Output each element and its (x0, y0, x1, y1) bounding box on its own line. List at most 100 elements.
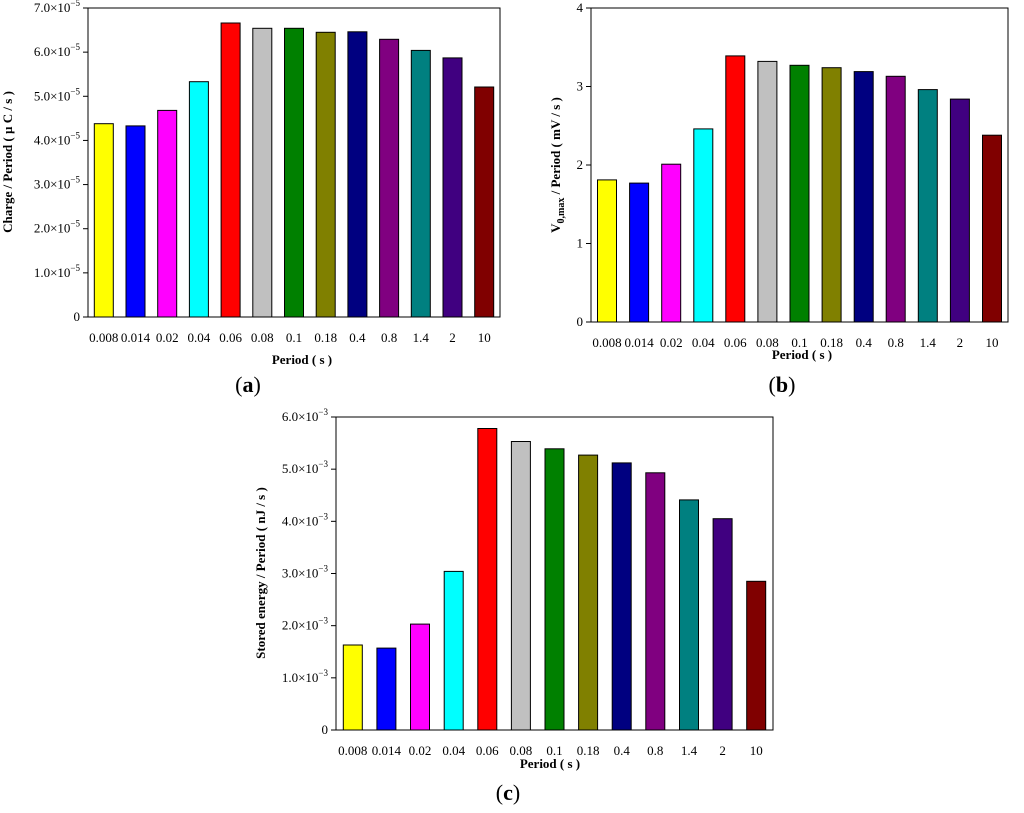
bar-0.02 (157, 109, 178, 318)
bar-0.06 (477, 428, 498, 731)
bar-0.1 (284, 27, 304, 318)
x-tick-label: 1.4 (681, 743, 698, 758)
x-tick-label: 0.08 (510, 743, 533, 758)
x-axis-label: Period ( s ) (772, 347, 832, 362)
x-tick-label: 0.8 (888, 335, 904, 350)
x-tick-label: 10 (478, 330, 491, 345)
bar-0.014 (125, 125, 146, 318)
bar-0.08 (252, 27, 273, 318)
x-tick-label: 0.04 (188, 330, 211, 345)
x-tick-label: 0.1 (791, 335, 807, 350)
bar-0.06 (220, 22, 241, 318)
x-tick-label: 0.02 (409, 743, 432, 758)
bar-2 (442, 57, 463, 318)
bar-0.18 (578, 454, 599, 731)
bar-10 (474, 86, 495, 318)
y-tick-label: 4.0×10−5 (34, 130, 81, 147)
bar-0.014 (376, 647, 397, 731)
bar-0.4 (347, 31, 368, 318)
x-tick-label: 1.4 (920, 335, 937, 350)
y-tick-label: 0 (577, 314, 584, 329)
bar-0.4 (853, 71, 874, 323)
x-tick-label: 0.08 (756, 335, 779, 350)
x-tick-label: 0.008 (89, 330, 118, 345)
x-tick-label: 0.06 (724, 335, 747, 350)
bar-0.08 (510, 441, 531, 731)
chart-panel-c: 0.008 0.014 0.02 0.04 0.06 0.08 0.1 0.18 0.4 0.8 1… (253, 407, 774, 805)
x-tick-label: 10 (986, 335, 999, 350)
x-tick-label: 0.8 (647, 743, 663, 758)
x-tick-label: 0.1 (286, 330, 302, 345)
x-tick-label: 0.18 (820, 335, 843, 350)
y-tick-label: 5.0×10−5 (34, 86, 81, 103)
bar-10 (746, 580, 767, 731)
y-axis-label: Stored energy / Period ( nJ / s ) (253, 487, 268, 659)
bar-0.02 (410, 623, 430, 731)
x-tick-label: 0.014 (121, 330, 151, 345)
x-axis-label: Period ( s ) (520, 756, 580, 771)
bar-10 (982, 134, 1002, 323)
y-tick-label: 7.0×10−5 (34, 0, 81, 15)
bar-0.04 (443, 570, 464, 731)
y-tick-label: 4 (577, 0, 584, 15)
x-tick-label: 10 (750, 743, 763, 758)
bar-0.8 (379, 38, 400, 318)
x-tick-label: 0.04 (692, 335, 715, 350)
bar-0.8 (645, 472, 666, 731)
y-tick-label: 1.0×10−3 (282, 668, 329, 685)
bar-0.4 (611, 462, 632, 731)
bar-0.008 (342, 644, 363, 731)
y-tick-label: 2.0×10−5 (34, 219, 81, 236)
panel-label-c: (c) (496, 780, 520, 805)
bar-1.4 (917, 89, 938, 323)
y-tick-label: 3.0×10−5 (34, 175, 81, 192)
x-tick-label: 2 (957, 335, 964, 350)
x-tick-label: 1.4 (413, 330, 430, 345)
bar-1.4 (410, 49, 431, 318)
x-tick-label: 0.18 (577, 743, 600, 758)
x-tick-label: 2 (449, 330, 456, 345)
x-tick-label: 0.4 (856, 335, 873, 350)
bar-0.8 (885, 75, 906, 323)
bar-0.008 (93, 123, 114, 318)
x-tick-label: 0.02 (660, 335, 683, 350)
x-tick-label: 0.18 (314, 330, 337, 345)
x-tick-label: 0.06 (476, 743, 499, 758)
x-tick-label: 0.008 (338, 743, 367, 758)
y-tick-label: 3.0×10−3 (282, 564, 329, 581)
bar-0.08 (757, 60, 778, 323)
x-tick-label: 0.4 (349, 330, 366, 345)
x-tick-label: 0.014 (624, 335, 654, 350)
y-tick-label: 3 (577, 79, 584, 94)
x-tick-label: 2 (719, 743, 726, 758)
x-tick-label: 0.02 (156, 330, 179, 345)
bar-0.02 (661, 163, 682, 323)
x-tick-label: 0.1 (546, 743, 562, 758)
y-tick-label: 5.0×10−3 (282, 459, 329, 476)
y-tick-label: 6.0×10−5 (34, 42, 81, 59)
bar-0.1 (789, 64, 810, 323)
x-axis-label: Period ( s ) (272, 352, 332, 367)
bar-0.06 (725, 55, 746, 323)
bar-2 (949, 98, 970, 323)
x-tick-label: 0.04 (442, 743, 465, 758)
y-tick-label: 1.0×10−5 (34, 263, 81, 280)
x-tick-label: 0.06 (219, 330, 242, 345)
y-tick-label: 0 (74, 309, 81, 324)
x-tick-label: 0.4 (614, 743, 631, 758)
x-tick-label: 0.014 (372, 743, 402, 758)
bar-0.008 (597, 179, 617, 323)
y-axis-label: Charge / Period ( µ C / s ) (0, 91, 15, 233)
bar-1.4 (679, 499, 699, 731)
y-tick-label: 6.0×10−3 (282, 407, 329, 424)
bar-2 (712, 518, 733, 731)
y-axis-label: V0,max / Period ( mV / s ) (548, 97, 567, 233)
bar-0.04 (693, 128, 714, 323)
x-tick-label: 0.08 (251, 330, 274, 345)
x-tick-label: 0.008 (592, 335, 621, 350)
y-tick-label: 4.0×10−3 (282, 511, 329, 528)
chart-panel-b: 0.008 0.014 0.02 0.04 0.06 0.08 0.1 0.18 0.4 0.8 1… (548, 0, 1009, 397)
bar-0.04 (188, 81, 209, 318)
bar-0.18 (315, 31, 336, 318)
